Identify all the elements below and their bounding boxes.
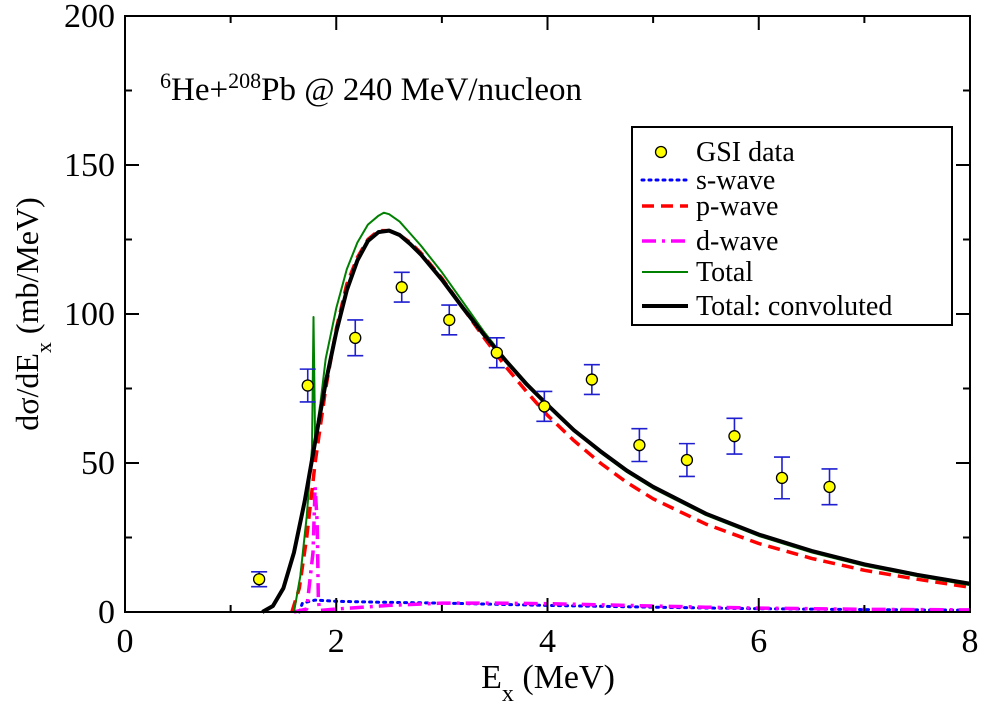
legend-label: s-wave: [696, 165, 775, 196]
axis-ticks: [124, 15, 971, 613]
data-point: [443, 313, 456, 327]
data-point: [490, 346, 503, 359]
y-label-main: dσ/dE: [9, 353, 45, 431]
y-tick-label: 200: [64, 0, 115, 35]
y-label-unit: (mb/MeV): [9, 197, 45, 342]
data-point: [585, 373, 599, 386]
data-point: [680, 453, 694, 467]
y-tick-label: 100: [64, 296, 115, 333]
data-point: [823, 480, 836, 493]
legend-label: p-wave: [696, 191, 778, 222]
tick-labels: 0 2 4 6 8 0 50 100 150 200: [64, 0, 979, 660]
legend-marker: [654, 145, 668, 159]
data-point: [775, 471, 789, 485]
chart-title: 6He+208Pb @ 240 MeV/nucleon: [160, 68, 582, 109]
legend-label: GSI data: [696, 137, 795, 168]
x-tick-label: 0: [117, 623, 134, 660]
y-label-sub: x: [31, 342, 56, 353]
legend-label: Total: convoluted: [696, 291, 892, 322]
title-sup-1: 6: [160, 68, 171, 93]
x-axis-label: Ex (MeV): [481, 659, 615, 703]
data-point: [538, 400, 551, 413]
x-label-main: E: [481, 659, 502, 696]
x-tick-label: 4: [539, 623, 556, 660]
x-tick-label: 2: [328, 623, 345, 660]
x-tick-label: 6: [750, 623, 767, 660]
x-label-sub: x: [502, 681, 514, 703]
data-point: [395, 281, 408, 294]
legend-label: Total: [696, 257, 753, 288]
y-tick-label: 0: [98, 594, 115, 631]
legend-box: [631, 126, 953, 326]
total-convoluted-line: [261, 228, 971, 614]
y-axis-label: dσ/dEx (mb/MeV): [9, 197, 56, 431]
x-tick-label: 8: [962, 623, 979, 660]
y-tick-label: 150: [64, 147, 115, 184]
data-points: [252, 281, 836, 586]
x-label-unit: (MeV): [514, 659, 615, 696]
data-point: [252, 573, 266, 586]
data-point: [349, 331, 362, 344]
data-point: [728, 430, 741, 443]
y-tick-label: 50: [81, 445, 115, 482]
title-part-1: He+: [171, 72, 228, 108]
data-point: [633, 438, 646, 452]
title-sup-2: 208: [228, 68, 261, 93]
legend-label: d-wave: [696, 226, 778, 257]
title-part-2: Pb @ 240 MeV/nucleon: [261, 72, 582, 108]
d-wave-line: [293, 485, 971, 614]
data-point: [301, 379, 314, 392]
